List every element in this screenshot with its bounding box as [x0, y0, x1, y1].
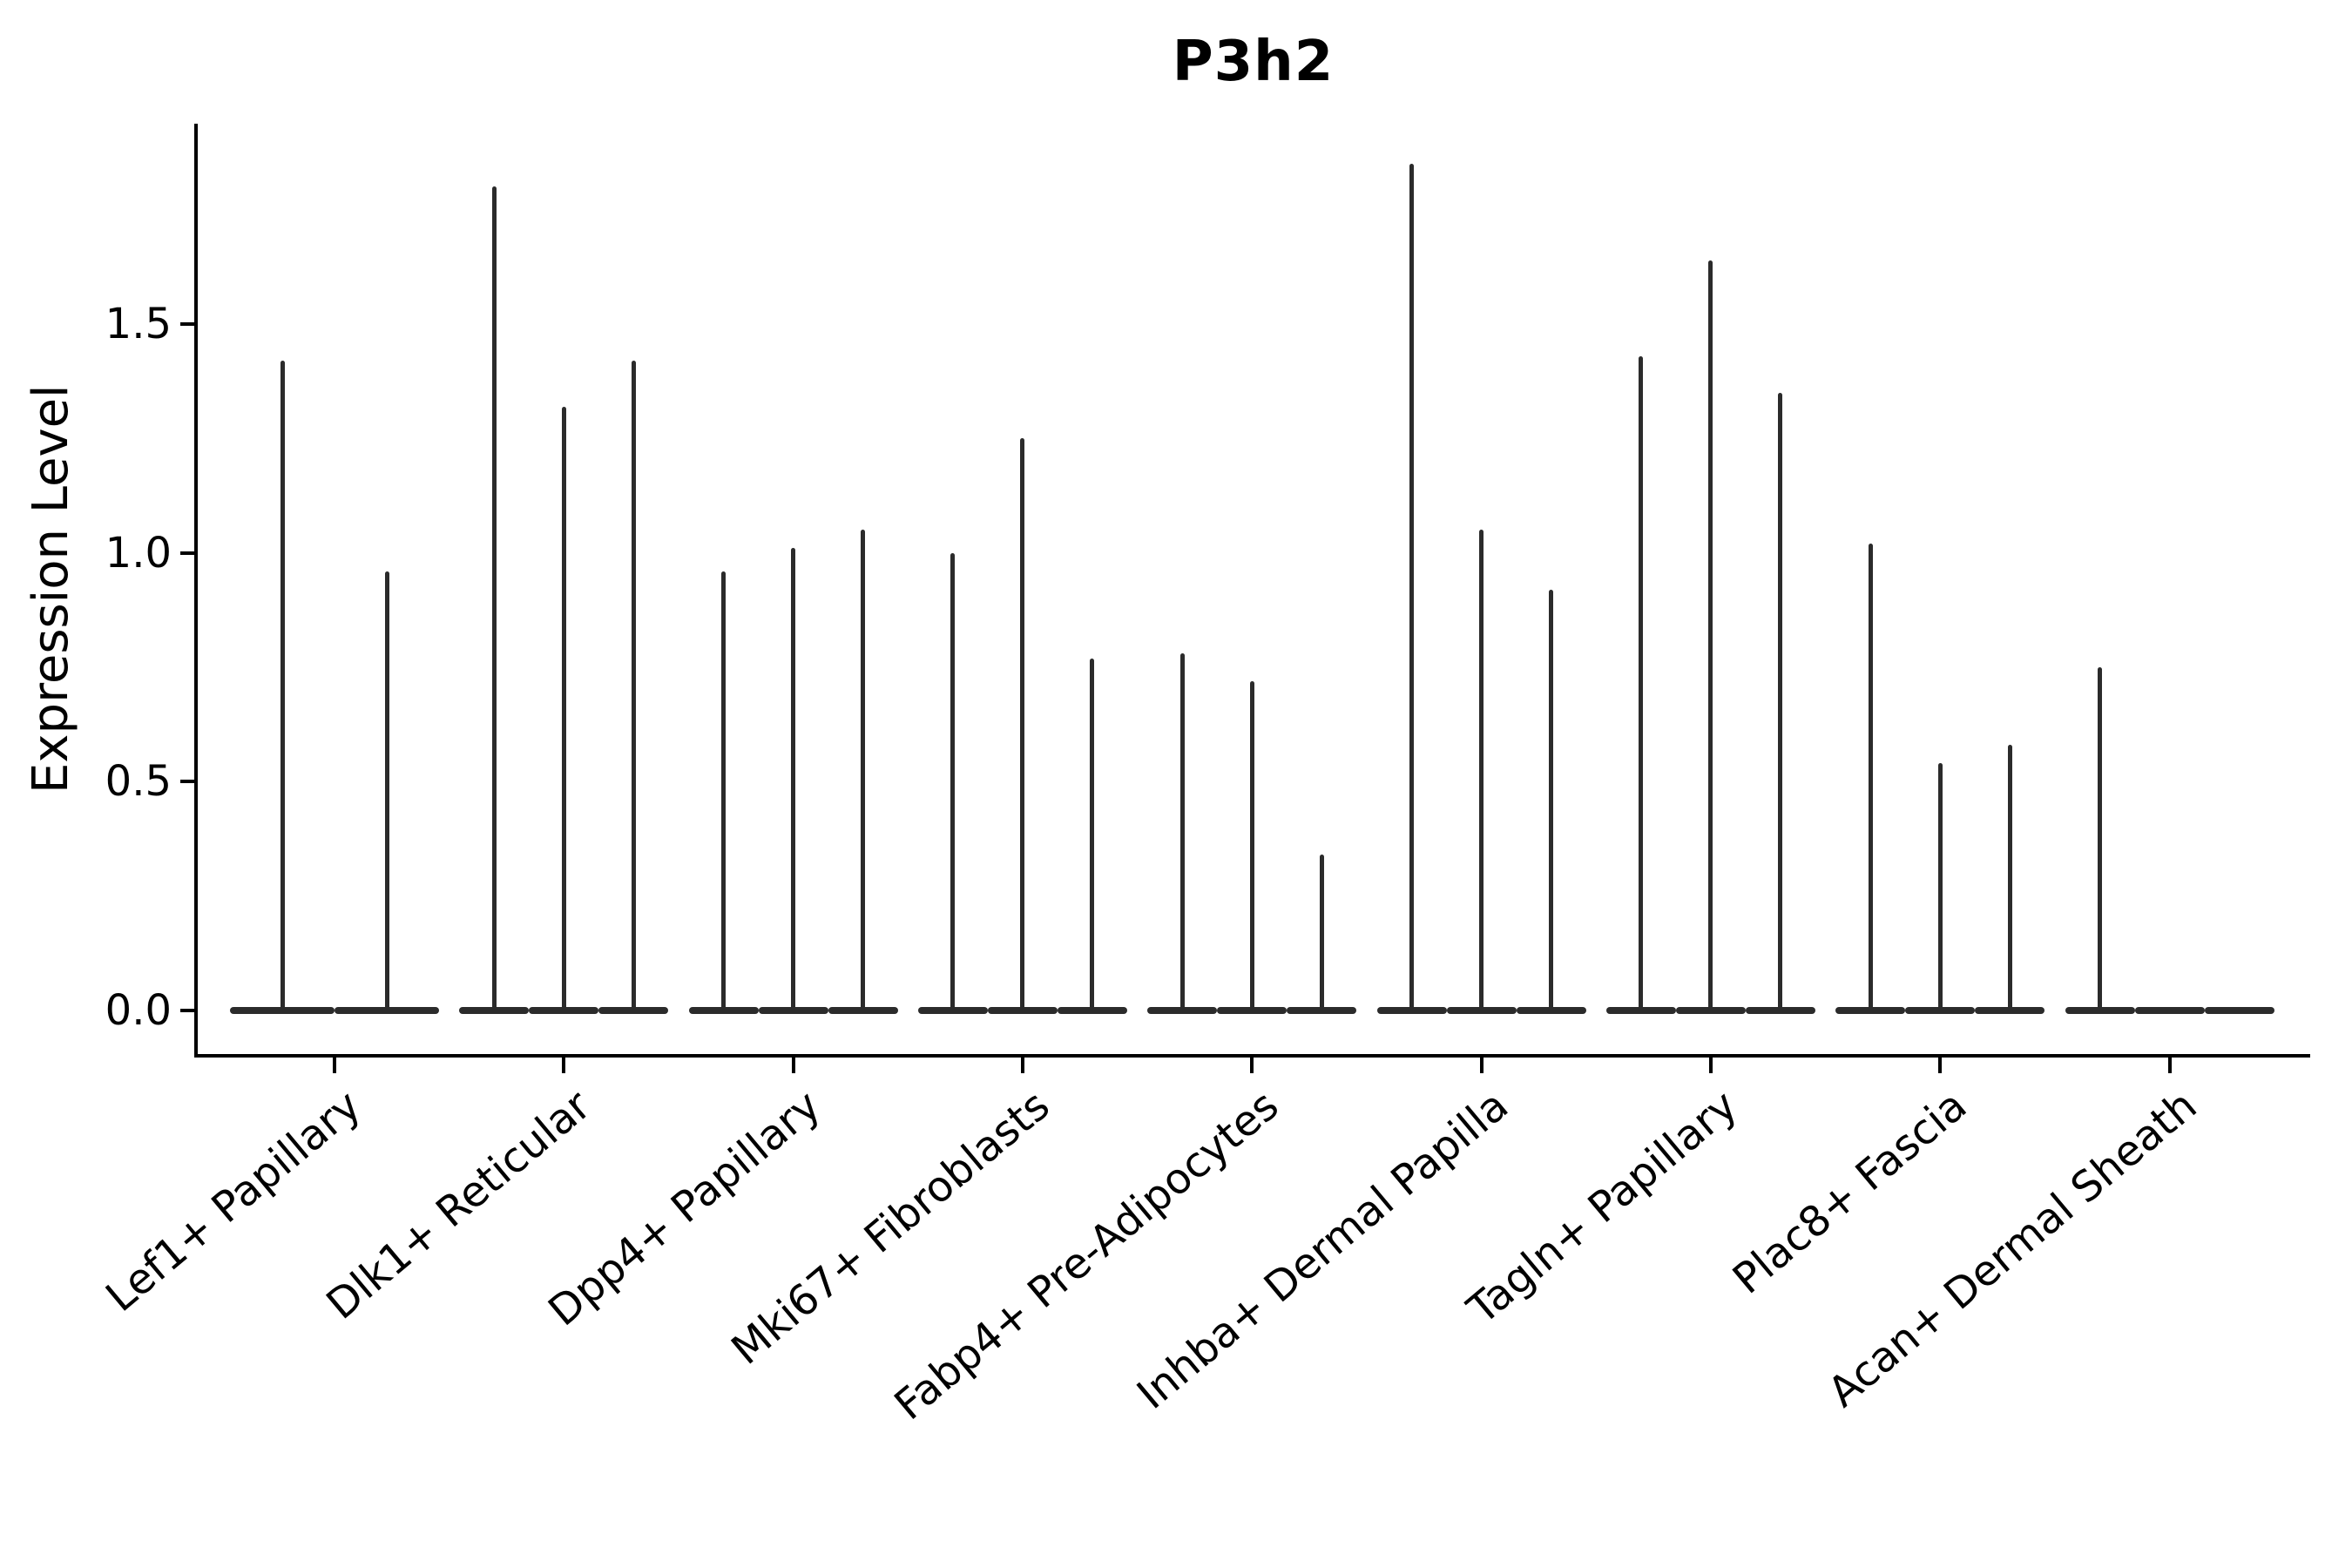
violin-spike [2007, 745, 2012, 1010]
x-tick [1250, 1058, 1254, 1073]
violin-spike [1639, 355, 1644, 1010]
x-tick [562, 1058, 566, 1073]
violin-base [2134, 1007, 2205, 1014]
x-tick-label: Fabp4+ Pre-Adipocytes [885, 1080, 1288, 1430]
x-tick [1479, 1058, 1484, 1073]
violin-spike [791, 548, 796, 1010]
violin-base [1057, 1007, 1127, 1014]
x-tick [2167, 1058, 2172, 1073]
violin-spike [1868, 544, 1873, 1010]
violin-base [335, 1007, 439, 1014]
violin-spike [1090, 658, 1095, 1010]
x-tick-label: Plac8+ Fascia [1724, 1080, 1977, 1304]
y-tick-label: 1.0 [105, 528, 172, 578]
y-axis-label: Expression Level [23, 384, 79, 794]
violin-base [459, 1007, 530, 1014]
y-tick-label: 0.5 [105, 757, 172, 807]
violin-base [1446, 1007, 1517, 1014]
violin-base [987, 1007, 1058, 1014]
violin-base [1287, 1007, 1357, 1014]
violin-base [1516, 1007, 1586, 1014]
violin-spike [384, 571, 389, 1010]
violin-spike [861, 530, 866, 1010]
violin-spike [1937, 763, 1943, 1010]
violin-spike [1319, 855, 1324, 1010]
violin-spike [631, 361, 636, 1010]
x-tick-label: Inhba+ Dermal Papilla [1128, 1080, 1518, 1419]
violin-base [758, 1007, 828, 1014]
violin-spike [1179, 653, 1185, 1010]
violin-base [1835, 1007, 1906, 1014]
violin-spike [491, 186, 497, 1010]
y-tick [180, 780, 196, 784]
violin-base [1376, 1007, 1447, 1014]
x-axis-spine [194, 1054, 2310, 1058]
violin-base [1905, 1007, 1976, 1014]
violin-spike [1549, 589, 1554, 1010]
chart-title: P3h2 [1172, 30, 1335, 94]
violin-base [529, 1007, 599, 1014]
violin-base [230, 1007, 335, 1014]
violin-base [2065, 1007, 2135, 1014]
violin-spike [1249, 680, 1254, 1010]
violin-spike [1479, 530, 1484, 1010]
violin-base [1217, 1007, 1288, 1014]
violin-spike [1778, 392, 1783, 1010]
violin-spike [280, 361, 285, 1010]
y-tick [180, 1009, 196, 1012]
x-tick [1020, 1058, 1024, 1073]
violin-base [1147, 1007, 1218, 1014]
violin-base [598, 1007, 669, 1014]
violin-spike [1020, 438, 1025, 1010]
x-tick [791, 1058, 795, 1073]
x-tick [1708, 1058, 1713, 1073]
x-tick [1938, 1058, 1943, 1073]
violin-spike [2098, 667, 2103, 1010]
violin-base [688, 1007, 759, 1014]
violin-spike [1708, 260, 1713, 1010]
y-tick [180, 551, 196, 555]
violin-spike [561, 406, 566, 1010]
violin-base [1745, 1007, 1815, 1014]
x-tick [333, 1058, 336, 1073]
violin-spike [1409, 164, 1415, 1010]
violin-spike [721, 571, 727, 1010]
x-tick-label: Acan+ Dermal Sheath [1818, 1080, 2207, 1417]
violin-spike [950, 552, 956, 1010]
y-tick-label: 0.0 [105, 986, 172, 1035]
violin-base [1675, 1007, 1746, 1014]
y-tick [180, 322, 196, 327]
violin-base [2204, 1007, 2274, 1014]
violin-base [828, 1007, 898, 1014]
violin-base [1605, 1007, 1676, 1014]
violin-base [1975, 1007, 2045, 1014]
y-tick-label: 1.5 [105, 300, 172, 349]
y-axis-spine [194, 124, 198, 1058]
violin-base [917, 1007, 988, 1014]
